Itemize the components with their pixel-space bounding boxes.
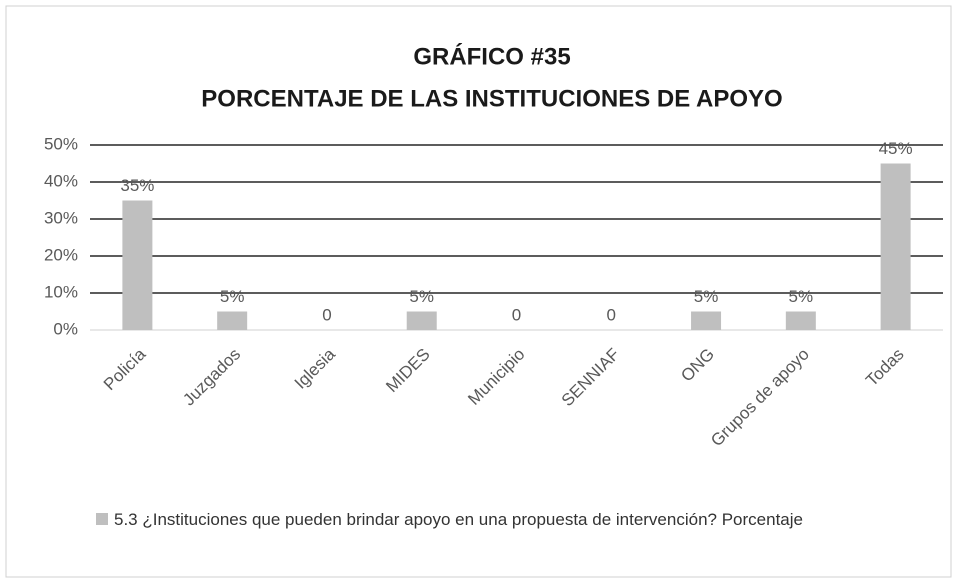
data-label: 5% — [220, 287, 245, 306]
bar — [406, 311, 437, 330]
data-label: 5% — [789, 287, 814, 306]
data-label: 35% — [120, 176, 154, 195]
y-tick-label: 20% — [44, 245, 78, 264]
x-tick-label: Municipio — [464, 345, 528, 409]
x-tick-label: Todas — [862, 345, 908, 391]
data-label: 45% — [879, 139, 913, 158]
x-tick-label: MIDES — [382, 345, 434, 397]
x-tick-label: Policía — [100, 344, 150, 394]
y-tick-label: 30% — [44, 208, 78, 227]
x-tick-label: SENNIAF — [558, 345, 624, 411]
x-tick-label: Iglesia — [291, 344, 340, 393]
bar — [122, 200, 153, 330]
bar — [785, 311, 816, 330]
y-tick-label: 0% — [53, 319, 78, 338]
data-label: 0 — [607, 305, 616, 324]
chart-subtitle: PORCENTAJE DE LAS INSTITUCIONES DE APOYO — [201, 85, 782, 112]
x-tick-label: ONG — [677, 345, 718, 386]
legend-label: 5.3 ¿Instituciones que pueden brindar ap… — [114, 510, 803, 529]
data-label: 5% — [409, 287, 434, 306]
x-tick-label: Juzgados — [179, 345, 244, 410]
y-tick-label: 50% — [44, 134, 78, 153]
bar — [691, 311, 722, 330]
bar — [880, 163, 911, 330]
x-tick-label: Grupos de apoyo — [707, 345, 813, 451]
legend: 5.3 ¿Instituciones que pueden brindar ap… — [96, 506, 916, 533]
chart-title: GRÁFICO #35 — [413, 42, 570, 70]
legend-key — [96, 513, 108, 525]
y-tick-label: 10% — [44, 282, 78, 301]
y-tick-label: 40% — [44, 171, 78, 190]
data-label: 5% — [694, 287, 719, 306]
chart-border — [5, 5, 952, 578]
data-label: 0 — [322, 305, 331, 324]
data-label: 0 — [512, 305, 521, 324]
bar — [217, 311, 248, 330]
